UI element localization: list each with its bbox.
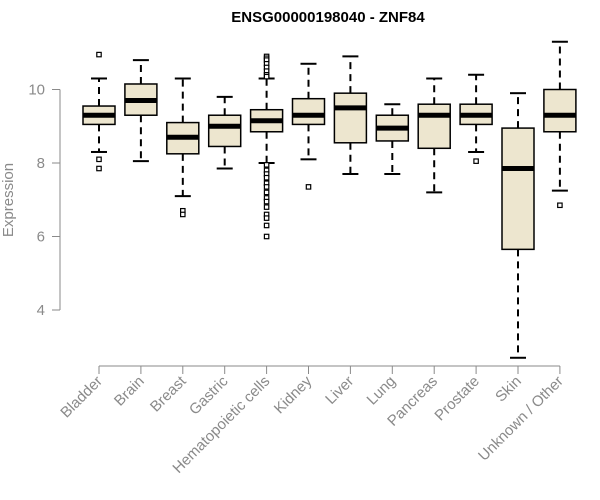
outlier-point [263, 198, 270, 205]
outlier-point [263, 189, 270, 196]
chart-title: ENSG00000198040 - ZNF84 [231, 9, 425, 26]
outlier-point [263, 233, 270, 240]
outlier-point [263, 222, 270, 229]
outlier-point [263, 204, 270, 210]
iqr-box [501, 127, 535, 251]
y-tick-label: 10 [28, 82, 45, 99]
box-lung [375, 103, 410, 176]
iqr-box [207, 114, 242, 148]
box-skin [501, 92, 535, 359]
outlier-point [557, 202, 563, 209]
box-breast [166, 77, 200, 218]
x-tick-label: Kidney [271, 372, 316, 417]
x-tick-label: Brain [111, 373, 148, 410]
outlier-point [263, 174, 270, 181]
x-tick-label: Skin [492, 373, 525, 406]
y-tick-label: 4 [37, 302, 45, 319]
iqr-box [543, 88, 577, 133]
x-tick-label: Prostate [431, 373, 483, 425]
iqr-box [417, 103, 451, 150]
outlier-point [263, 162, 270, 168]
y-tick-label: 6 [37, 229, 45, 246]
y-tick-label: 8 [37, 155, 45, 172]
outlier-point [305, 184, 312, 190]
box-unknown-other [543, 40, 577, 209]
box-series [82, 40, 577, 359]
x-tick-label: Bladder [57, 373, 106, 422]
y-axis: 4 6 8 10 [28, 82, 560, 367]
outlier-point [473, 158, 479, 164]
iqr-box [333, 92, 368, 144]
outlier-point [96, 156, 102, 163]
outlier-point [263, 215, 270, 221]
box-kidney [291, 62, 326, 190]
outlier-point [263, 184, 270, 190]
iqr-box [291, 97, 326, 126]
box-brain [124, 59, 158, 163]
box-bladder [82, 51, 116, 172]
box-liver [333, 55, 368, 176]
outlier-point [96, 165, 102, 172]
box-prostate [459, 73, 493, 164]
outlier-point [180, 211, 186, 218]
x-tick-label: Breast [147, 372, 190, 415]
box-hematopoietic-cells [249, 53, 284, 240]
outlier-point [96, 51, 102, 58]
box-gastric [207, 95, 242, 170]
box-pancreas [417, 77, 451, 194]
y-axis-label: Expression [0, 163, 17, 237]
x-tick-label: Lung [364, 373, 400, 409]
outlier-point [263, 73, 270, 80]
x-tick-label: Liver [322, 373, 357, 408]
